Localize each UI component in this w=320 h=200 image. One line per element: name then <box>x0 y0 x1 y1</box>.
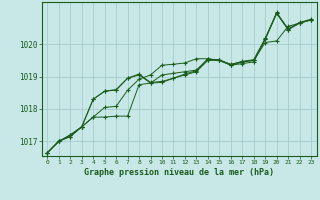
X-axis label: Graphe pression niveau de la mer (hPa): Graphe pression niveau de la mer (hPa) <box>84 168 274 177</box>
